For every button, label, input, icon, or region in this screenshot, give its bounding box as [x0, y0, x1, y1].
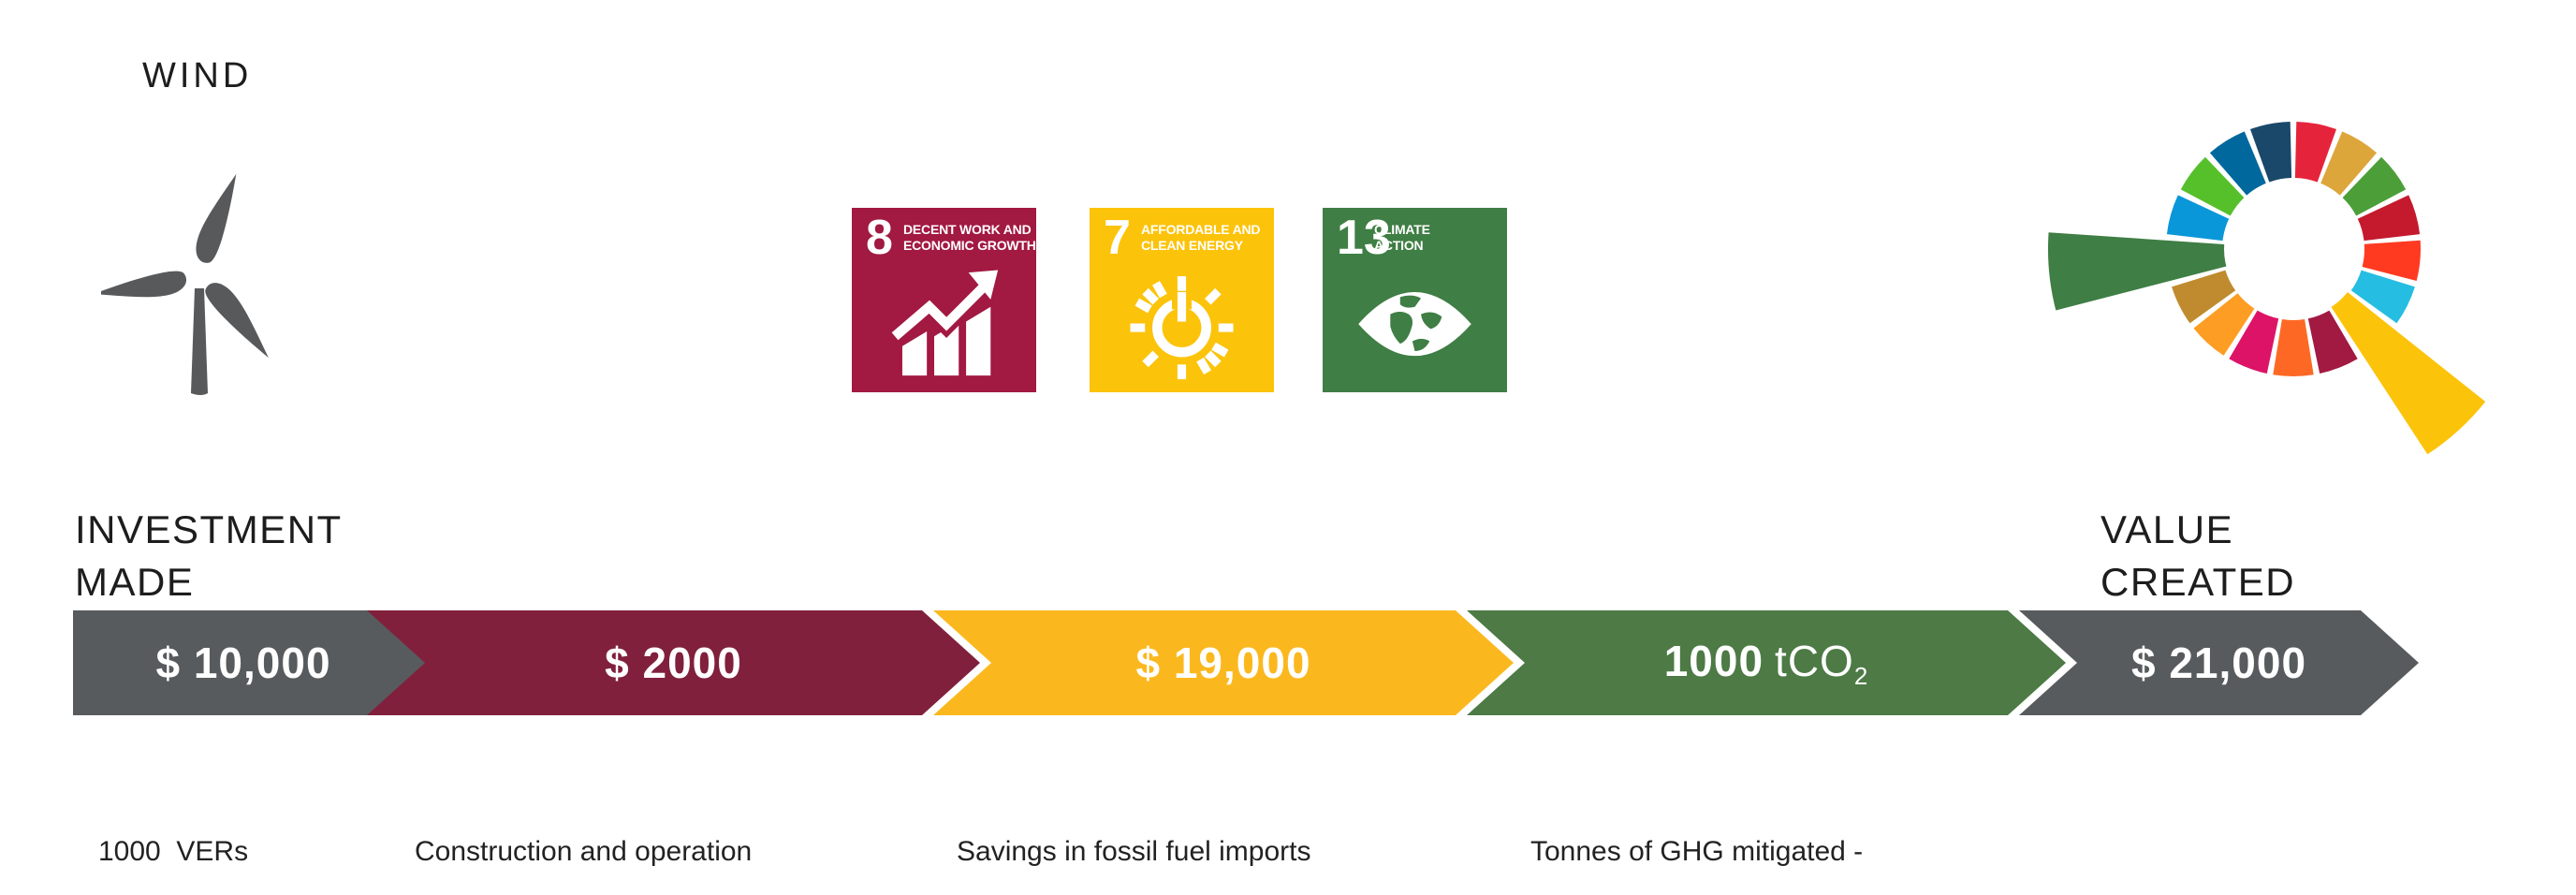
sdg-wheel-segment-10: [2229, 310, 2279, 374]
wind-turbine-icon: [101, 173, 269, 395]
sdg-title: AFFORDABLE AND CLEAN ENERGY: [1141, 222, 1261, 253]
eye-globe-icon: [1358, 292, 1471, 357]
sdg-wheel-segment-8: [2307, 310, 2358, 374]
sdg-wheel-segment-9: [2273, 319, 2314, 377]
sdg-wheel-segment-12: [2172, 270, 2236, 324]
sdg-wheel-segment-5: [2362, 240, 2422, 281]
sdg-number: 7: [1104, 211, 1131, 265]
sdg-title: CLIMATE ACTION: [1374, 222, 1430, 253]
sdg-wheel-segment-14: [2166, 195, 2230, 242]
sdg-badge-13: 13 CLIMATE ACTION: [1323, 208, 1507, 392]
chevron-construction: $ 2000: [367, 610, 980, 715]
sdg-wheel-segment-15: [2180, 156, 2245, 216]
sdg-title: DECENT WORK AND ECONOMIC GROWTH: [903, 222, 1036, 253]
sdg-wheel-segment-2: [2320, 131, 2378, 196]
caption-ghg: Tonnes of GHG mitigated - average emissi…: [1530, 836, 1864, 867]
sdg-wheel-segment-16: [2209, 131, 2266, 196]
sdg-wheel-segment-3: [2342, 156, 2407, 216]
sdg-number: 13: [1337, 211, 1391, 265]
investment-made-label: INVESTMENT MADE: [75, 507, 343, 604]
caption-savings: Savings in fossil fuel imports: [957, 836, 1311, 867]
sdg-number: 8: [866, 211, 893, 265]
sdg-wheel-segment-4: [2357, 195, 2421, 242]
sdg-wheel-segment-7: [2319, 278, 2486, 455]
caption-vers: 1000 VERs $10/VERs: [98, 836, 249, 867]
value-created-label: VALUE CREATED: [2100, 507, 2296, 604]
caption-construction: Construction and operation of wind farm: [415, 836, 753, 867]
sdg-wheel-segment-11: [2193, 293, 2255, 356]
sdg-wheel: [2047, 122, 2486, 455]
sun-power-icon: [1130, 276, 1234, 380]
chevron-value: $ 21,000: [2019, 610, 2419, 715]
sdg-wheel-segment-1: [2294, 122, 2336, 183]
sdg-badge-8: 8 DECENT WORK AND ECONOMIC GROWTH: [852, 208, 1036, 392]
sdg-wheel-segment-17: [2250, 122, 2292, 183]
chevron-emissions: 1000 tCO2: [1467, 610, 2066, 715]
sdg-wheel-segment-6: [2350, 270, 2415, 324]
growth-chart-icon: [888, 270, 999, 376]
sdg-badge-7: 7 AFFORDABLE AND CLEAN ENERGY: [1090, 208, 1274, 392]
chevron-savings: $ 19,000: [933, 610, 1514, 715]
page-title: WIND: [142, 56, 253, 95]
sdg-wheel-segment-13: [2047, 232, 2248, 311]
